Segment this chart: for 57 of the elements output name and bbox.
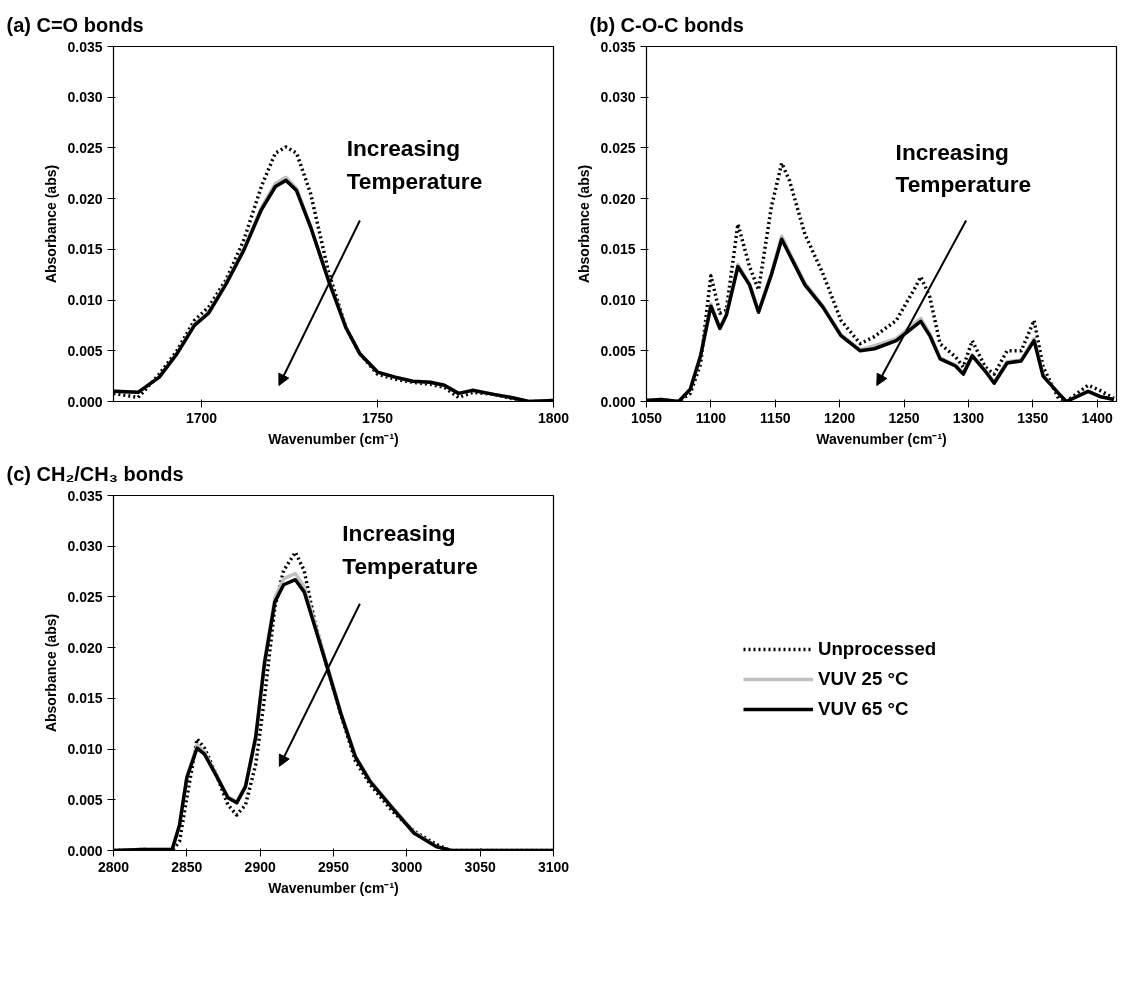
y-tick-label: 0.035 <box>600 38 636 55</box>
x-axis-title: Wavenumber (cm⁻¹) <box>268 879 399 896</box>
y-tick-label: 0.015 <box>67 241 103 258</box>
y-tick-label: 0.030 <box>600 89 636 106</box>
x-axis-title: Wavenumber (cm⁻¹) <box>816 430 947 447</box>
chart-title: (c) CH₂/CH₃ bonds <box>6 462 184 485</box>
chart-title: (a) C=O bonds <box>6 13 144 36</box>
x-tick-label: 3050 <box>464 858 496 875</box>
x-tick-label: 1800 <box>537 409 570 426</box>
x-tick-label: 2800 <box>97 858 130 875</box>
y-tick-label: 0.020 <box>600 190 636 207</box>
y-axis-title: Absorbance (abs) <box>43 164 60 284</box>
y-tick-label: 0.035 <box>67 487 103 504</box>
y-axis-title: Absorbance (abs) <box>43 613 60 733</box>
x-tick-label: 2900 <box>244 858 276 875</box>
y-tick-label: 0.020 <box>67 190 103 207</box>
y-tick-label: 0.010 <box>67 292 103 309</box>
x-tick-label: 1100 <box>695 409 727 426</box>
x-tick-label: 3100 <box>537 858 570 875</box>
annotation: Increasing Temperature <box>346 135 483 194</box>
x-tick-label: 1300 <box>952 409 985 426</box>
y-tick-label: 0.020 <box>67 639 103 656</box>
y-tick-label: 0.000 <box>67 393 103 410</box>
legend-label: VUV 25 °C <box>818 668 909 690</box>
y-tick-label: 0.000 <box>67 842 103 859</box>
y-tick-label: 0.035 <box>67 38 103 55</box>
x-tick-label: 1350 <box>1017 409 1049 426</box>
y-tick-label: 0.010 <box>67 741 103 758</box>
y-tick-label: 0.005 <box>67 342 103 359</box>
x-tick-label: 3000 <box>391 858 423 875</box>
x-tick-label: 1200 <box>824 409 856 426</box>
x-tick-label: 1150 <box>760 409 791 426</box>
chart-title: (b) C-O-C bonds <box>589 13 744 36</box>
y-tick-label: 0.025 <box>67 139 103 156</box>
y-tick-label: 0.030 <box>67 538 103 555</box>
x-tick-label: 1700 <box>185 409 218 426</box>
y-tick-label: 0.005 <box>600 342 636 359</box>
legend-label: Unprocessed <box>818 638 937 660</box>
annotation: Increasing Temperature <box>895 138 1032 198</box>
y-tick-label: 0.025 <box>67 588 103 605</box>
x-tick-label: 1250 <box>888 409 920 426</box>
annotation: Increasing Temperature <box>342 520 478 579</box>
x-axis-title: Wavenumber (cm⁻¹) <box>268 430 399 447</box>
x-tick-label: 1050 <box>630 409 663 426</box>
x-tick-label: 1400 <box>1081 409 1113 426</box>
y-tick-label: 0.005 <box>67 791 103 808</box>
x-tick-label: 1750 <box>361 409 394 426</box>
y-axis-title: Absorbance (abs) <box>576 164 593 284</box>
x-tick-label: 2950 <box>317 858 350 875</box>
y-tick-label: 0.030 <box>67 89 103 106</box>
legend-label: VUV 65 °C <box>818 698 909 720</box>
y-tick-label: 0.025 <box>600 139 636 156</box>
x-tick-label: 2850 <box>171 858 203 875</box>
y-tick-label: 0.015 <box>67 690 103 707</box>
y-tick-label: 0.010 <box>600 292 636 309</box>
y-tick-label: 0.000 <box>600 393 636 410</box>
y-tick-label: 0.015 <box>600 241 636 258</box>
